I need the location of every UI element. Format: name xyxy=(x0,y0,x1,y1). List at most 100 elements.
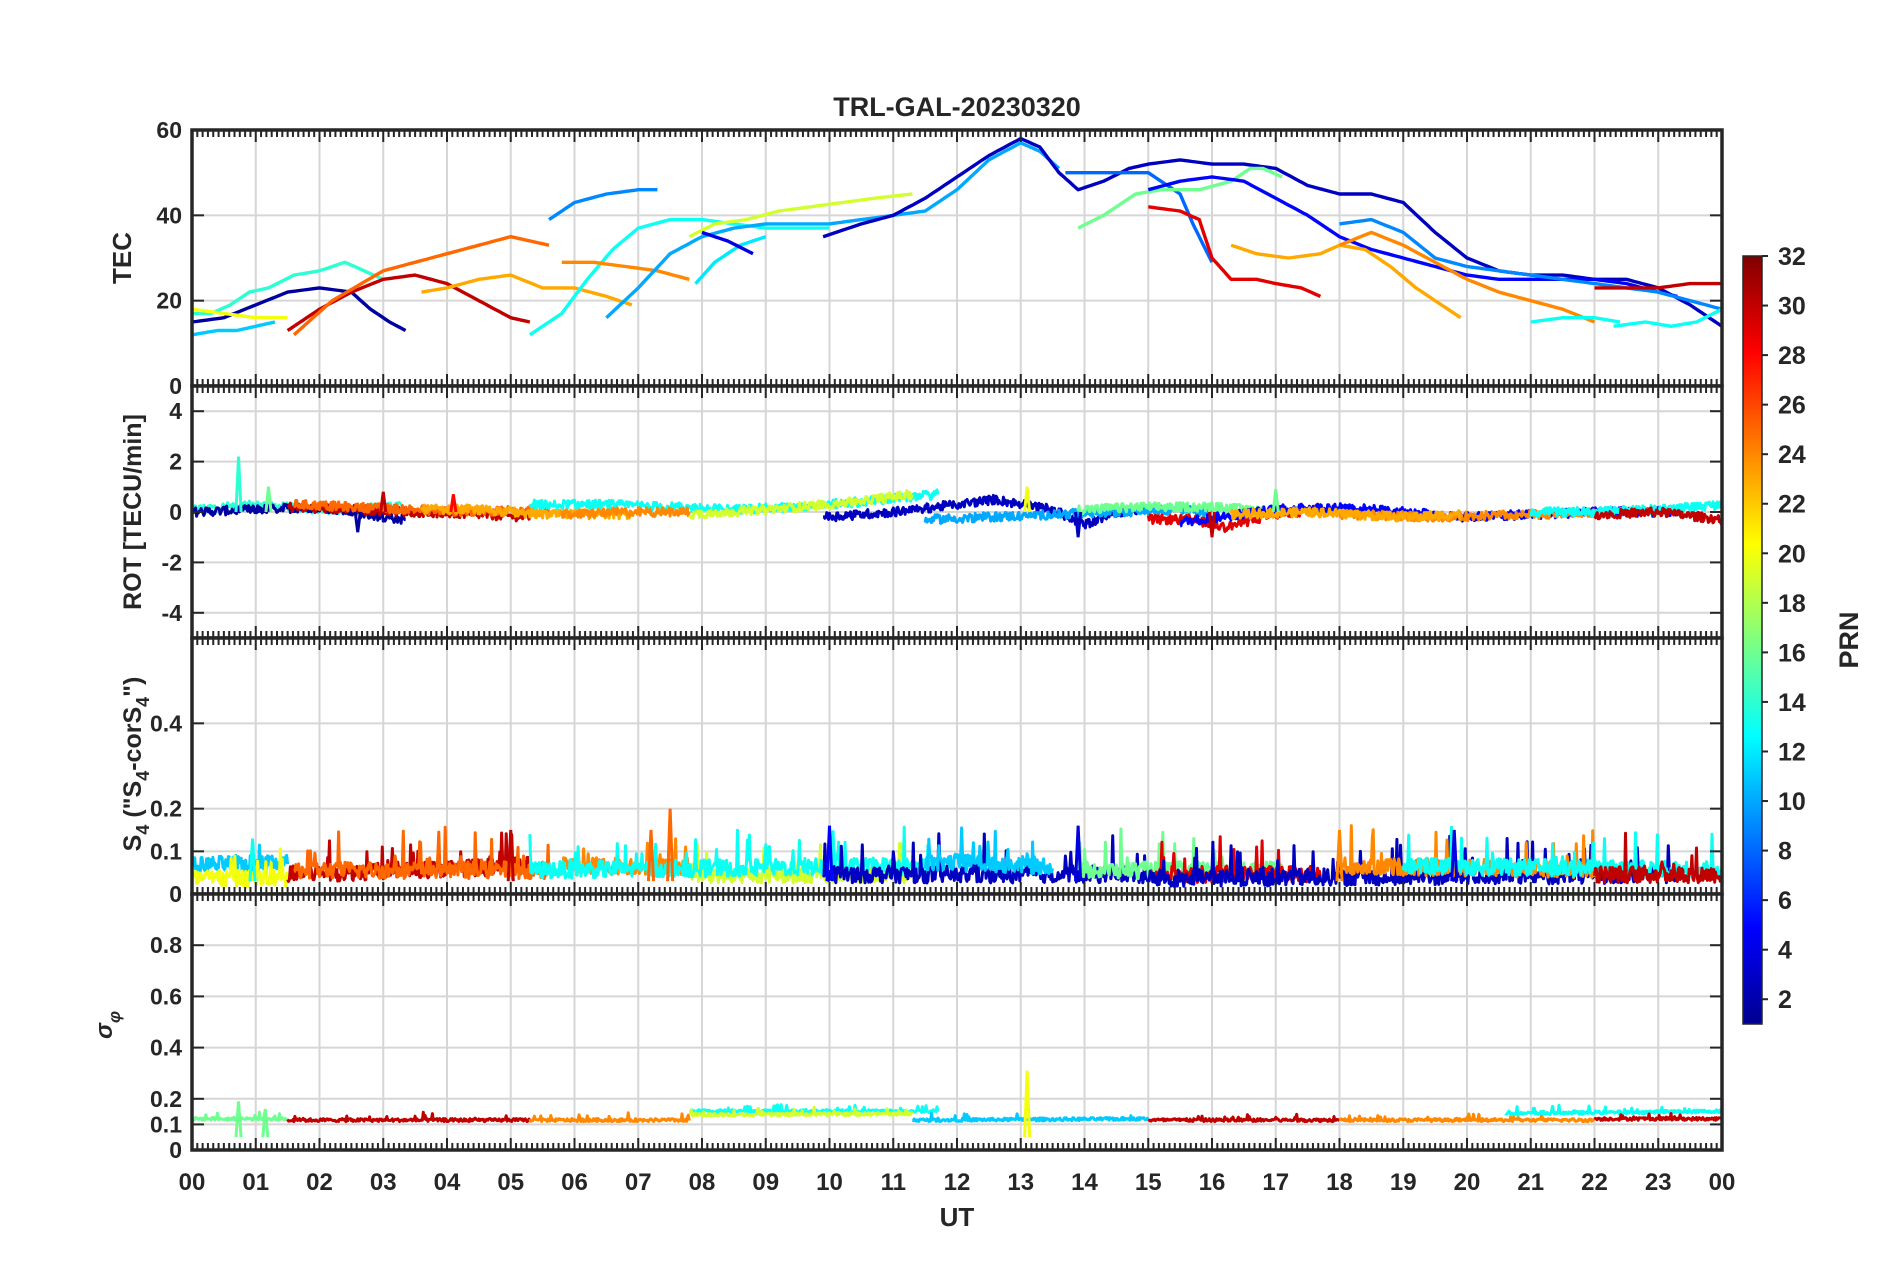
x-tick-label: 19 xyxy=(1390,1169,1417,1196)
colorbar-tick-label: 18 xyxy=(1778,590,1806,618)
x-tick-label: 06 xyxy=(561,1169,588,1196)
x-tick-label: 01 xyxy=(242,1169,269,1196)
colorbar-tick-label: 6 xyxy=(1778,887,1792,915)
rot-spike-prn-16 xyxy=(264,486,273,513)
tec-series-prn-13 xyxy=(528,217,830,337)
tec-series-prn-12 xyxy=(694,235,767,285)
sigma_phi-series-prn-19 xyxy=(688,1105,914,1118)
tec-series-prn-14 xyxy=(192,260,384,316)
x-tick-label: 00 xyxy=(1709,1169,1736,1196)
s4-spike-prn-4 xyxy=(1450,829,1459,882)
s4-series-prn-13 xyxy=(528,825,940,880)
x-tick-label: 14 xyxy=(1071,1169,1098,1196)
y-tick-label: 0.4 xyxy=(150,1035,182,1061)
sigma_phi-series-prn-24 xyxy=(1338,1111,1596,1124)
rot-panel: -4 -2 0 2 4 xyxy=(162,384,1724,640)
rot-spike-prn-30 xyxy=(379,491,388,513)
tec-panel: 0 20 40 60 xyxy=(156,117,1724,399)
colorbar-tick-label: 32 xyxy=(1778,243,1806,271)
s4-series-prn-30 xyxy=(1593,831,1722,885)
tec-series-prn-13 xyxy=(1613,307,1722,328)
sigma-phi-ylabel: σφ xyxy=(91,1011,124,1039)
sigma_phi-series-prn-30 xyxy=(1593,1112,1722,1122)
tec-series-prn-8 xyxy=(1065,170,1214,264)
s4-series-prn-11 xyxy=(923,826,1055,876)
sigma_phi-series-prn-30 xyxy=(1147,1112,1341,1124)
s4-spike-prn-13 xyxy=(248,838,257,882)
sigma_phi-spike-prn-16 xyxy=(234,1101,243,1138)
rot-series-prn-24 xyxy=(560,506,691,520)
rot-spike-prn-30 xyxy=(1207,511,1217,538)
sigma_phi-series-prn-24 xyxy=(528,1111,691,1124)
colorbar-tick-label: 20 xyxy=(1778,540,1806,568)
colorbar-tick-label: 14 xyxy=(1778,689,1806,717)
y-tick-label: -2 xyxy=(162,549,182,575)
colorbar-tick-label: 28 xyxy=(1778,342,1806,370)
rot-series-prn-13 xyxy=(1529,500,1722,518)
tec-series-prn-9 xyxy=(1339,217,1722,311)
colorbar-tick-label: 30 xyxy=(1778,293,1806,321)
x-tick-labels: 00 01 02 03 04 05 06 07 08 09 10 11 12 13 14 15 16 17 18 19… xyxy=(179,1169,1736,1196)
s4-spike-prn-25 xyxy=(646,829,656,882)
sigma_phi-series-prn-30 xyxy=(286,1110,532,1124)
colorbar-tick-label: 10 xyxy=(1778,788,1806,816)
rot-series-prn-19 xyxy=(688,489,914,520)
series-group xyxy=(192,808,1722,889)
x-tick-label: 21 xyxy=(1517,1169,1544,1196)
x-tick-label: 03 xyxy=(370,1169,397,1196)
tec-series-prn-16 xyxy=(1077,166,1283,230)
series-group xyxy=(192,130,1722,337)
x-tick-label: 12 xyxy=(944,1169,971,1196)
colorbar xyxy=(1742,255,1763,1025)
colorbar-tick-label: 26 xyxy=(1778,392,1806,420)
colorbar-tick-label: 16 xyxy=(1778,639,1806,667)
s4-spike-prn-24 xyxy=(1335,829,1344,882)
y-tick-label: 0 xyxy=(169,499,182,525)
y-tick-label: 4 xyxy=(169,398,182,424)
x-tick-label: 13 xyxy=(1007,1169,1034,1196)
x-tick-label: 04 xyxy=(434,1169,461,1196)
rot-spike-prn-20 xyxy=(1023,486,1032,513)
colorbar-label: PRN xyxy=(1834,611,1864,668)
tec-series-prn-11 xyxy=(192,320,276,337)
y-tick-label: 0.4 xyxy=(150,710,182,736)
colorbar-tick-label: 24 xyxy=(1778,441,1806,469)
s4-series-prn-11 xyxy=(192,843,290,875)
y-tick-label: 0.1 xyxy=(150,838,182,864)
tec-series-prn-19 xyxy=(688,192,913,239)
series-group xyxy=(192,1070,1722,1138)
rot-series-prn-10 xyxy=(923,503,1214,525)
x-tick-label: 23 xyxy=(1645,1169,1672,1196)
x-tick-label: 02 xyxy=(306,1169,333,1196)
s4-panel: 0 0.1 0.2 0.4 xyxy=(150,636,1724,907)
x-tick-label: 00 xyxy=(179,1169,206,1196)
y-tick-label: 0.8 xyxy=(150,932,182,958)
rot-spike-prn-28 xyxy=(449,494,458,513)
y-tick-label: 0 xyxy=(169,373,182,399)
s4-spike-prn-25 xyxy=(666,808,675,882)
tec-series-prn-24 xyxy=(1338,230,1596,324)
sigma_phi-spike-prn-16 xyxy=(261,1108,270,1138)
tec-series-prn-5 xyxy=(1147,175,1678,299)
y-tick-label: 20 xyxy=(156,288,182,314)
tec-series-prn-20 xyxy=(192,307,288,320)
x-tick-label: 17 xyxy=(1262,1169,1289,1196)
chart-title: TRL-GAL-20230320 xyxy=(833,92,1081,122)
colorbar-tick-label: 8 xyxy=(1778,838,1792,866)
tec-series-prn-4 xyxy=(701,230,754,256)
tec-series-prn-30 xyxy=(1594,281,1722,290)
y-tick-label: 0.6 xyxy=(150,983,182,1009)
x-tick-label: 08 xyxy=(689,1169,716,1196)
s4-series-prn-20 xyxy=(192,847,290,889)
rot-spike-prn-3 xyxy=(1074,511,1083,538)
y-tick-label: 0 xyxy=(169,1137,182,1163)
tec-series-prn-9 xyxy=(548,187,658,222)
x-tick-label: 11 xyxy=(881,1169,906,1196)
sigma-phi-panel: 00.10.2 0.4 0.6 0.8 xyxy=(150,892,1724,1163)
y-tick-label: 0.1 xyxy=(150,1111,182,1137)
x-tick-label: 18 xyxy=(1326,1169,1353,1196)
tec-series-prn-25 xyxy=(292,234,550,337)
sigma_phi-spike-prn-20 xyxy=(1023,1070,1032,1138)
y-tick-label: 40 xyxy=(156,202,182,228)
